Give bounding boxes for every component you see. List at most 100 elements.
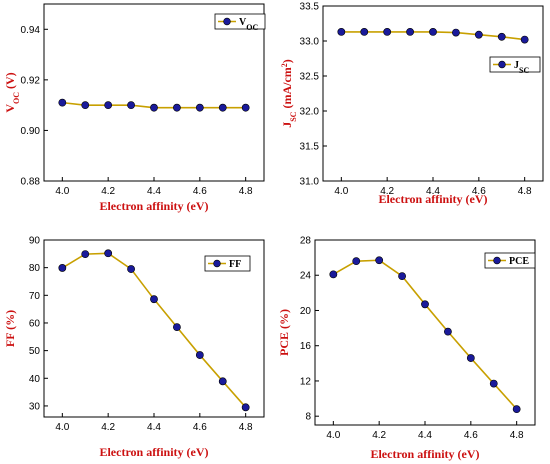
legend-marker-swatch <box>213 259 221 268</box>
legend-label-main: FF <box>229 259 241 270</box>
y-tick-label: 50 <box>29 346 41 357</box>
data-point <box>173 323 181 332</box>
legend-box <box>204 255 251 272</box>
legend: VOC <box>214 13 266 32</box>
data-point <box>218 377 227 386</box>
data-point <box>429 27 437 36</box>
legend-box <box>484 252 536 269</box>
legend-label: PCE <box>509 256 529 267</box>
y-tick-label: 32.5 <box>300 72 320 83</box>
x-tick-label: 4.0 <box>334 186 348 197</box>
data-point <box>512 405 521 414</box>
y-axis-label: VOC (V) <box>3 72 21 112</box>
data-point <box>150 103 158 112</box>
chart-panel-3: 4.0 4.2 4.4 4.6 4.8 30 40 50 60 70 80 90 Electron af… <box>3 236 265 459</box>
x-tick-label: 4.8 <box>518 186 532 197</box>
series-line <box>332 259 518 410</box>
x-tick-label: 4.4 <box>147 422 161 433</box>
y-tick-label: 0.90 <box>21 126 41 137</box>
y-tick-label: 70 <box>29 291 41 302</box>
y-tick-label: 24 <box>300 271 312 282</box>
legend-label: FF <box>229 259 241 270</box>
data-point <box>398 272 406 281</box>
y-tick-label: 32.0 <box>300 107 320 118</box>
data-point <box>421 300 429 309</box>
x-tick-label: 4.2 <box>372 430 386 441</box>
data-point <box>150 295 158 304</box>
legend: FF <box>204 255 251 272</box>
x-tick-label: 4.8 <box>239 422 253 433</box>
legend-label-main: J <box>514 60 519 71</box>
chart-panel-1: 4.0 4.2 4.4 4.6 4.8 0.88 0.90 0.92 0.94 Electron … <box>3 3 266 213</box>
legend-label-main: PCE <box>509 256 529 267</box>
data-point <box>58 264 67 272</box>
x-tick-label: 4.6 <box>464 430 478 441</box>
x-tick-label: 4.2 <box>380 186 394 197</box>
data-point <box>81 250 90 259</box>
y-axis-label: JSC (mA/cm2) <box>280 59 298 128</box>
data-point <box>104 101 113 110</box>
x-tick-label: 4.6 <box>193 186 207 197</box>
chart-panel-4: 4.0 4.2 4.4 4.6 4.8 8 12 16 20 24 28 Electron affin… <box>277 236 536 461</box>
y-axis-label-subscript: OC <box>12 92 21 104</box>
y-axis-label: PCE (%) <box>277 309 291 356</box>
x-axis-label: Electron affinity (eV) <box>378 192 487 206</box>
data-point <box>337 27 346 36</box>
legend-label-subscript: SC <box>519 66 529 75</box>
y-axis-label: FF (%) <box>3 310 17 347</box>
y-tick-label: 0.92 <box>21 75 41 86</box>
y-tick-label: 28 <box>300 236 312 247</box>
data-point <box>241 403 250 412</box>
x-tick-label: 4.4 <box>426 186 440 197</box>
data-point <box>195 103 204 112</box>
legend-label: JSC <box>514 60 529 75</box>
data-point <box>173 103 181 112</box>
y-axis-label-main: V <box>3 104 17 113</box>
y-tick-label: 40 <box>29 374 41 385</box>
legend-label: VOC <box>239 17 258 32</box>
legend-box <box>214 13 266 30</box>
data-point <box>218 103 227 112</box>
y-tick-label: 16 <box>300 341 312 352</box>
data-point <box>406 27 414 36</box>
plot-frame <box>43 3 265 182</box>
data-point <box>127 265 135 273</box>
legend-label-subscript: OC <box>246 23 258 32</box>
y-axis-label-unit: (mA/cm <box>280 67 294 111</box>
legend-marker-swatch <box>498 60 506 69</box>
data-point <box>474 30 483 39</box>
legend: PCE <box>484 252 536 269</box>
x-tick-label: 4.8 <box>510 430 524 441</box>
y-tick-label: 30 <box>29 401 41 412</box>
data-point <box>452 28 460 37</box>
data-point <box>81 101 90 110</box>
legend-label-main: V <box>239 17 247 28</box>
y-axis-label-unit: (V) <box>3 72 17 92</box>
x-tick-label: 4.0 <box>55 186 69 197</box>
x-axis-label: Electron affinity (eV) <box>370 447 479 461</box>
data-point <box>329 270 338 279</box>
y-axis-label-main: J <box>280 122 294 128</box>
data-point <box>489 379 498 388</box>
x-tick-label: 4.2 <box>101 422 115 433</box>
x-tick-label: 4.0 <box>55 422 69 433</box>
y-tick-label: 31.5 <box>300 142 320 153</box>
x-tick-label: 4.4 <box>147 186 161 197</box>
series-line <box>61 252 247 408</box>
y-tick-label: 0.88 <box>21 177 41 188</box>
data-point <box>375 256 384 265</box>
x-tick-label: 4.2 <box>101 186 115 197</box>
x-tick-label: 4.0 <box>326 430 340 441</box>
data-point <box>352 257 361 266</box>
y-tick-label: 90 <box>29 236 41 247</box>
data-point <box>195 351 204 359</box>
y-tick-label: 33.0 <box>300 37 320 48</box>
y-tick-label: 60 <box>29 318 41 329</box>
data-point <box>466 354 475 362</box>
y-axis-label-end: ) <box>280 59 294 63</box>
data-point <box>58 98 67 107</box>
data-point <box>497 32 506 41</box>
data-point <box>360 27 369 36</box>
x-tick-label: 4.4 <box>418 430 432 441</box>
